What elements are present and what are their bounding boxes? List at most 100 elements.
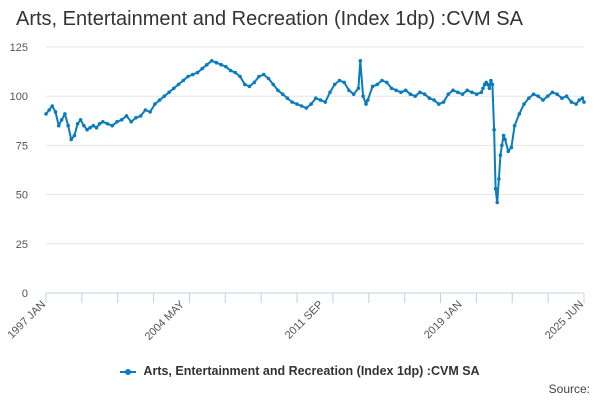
data-point[interactable] bbox=[582, 100, 586, 104]
data-point[interactable] bbox=[432, 98, 436, 102]
data-point[interactable] bbox=[427, 96, 432, 100]
data-point[interactable] bbox=[408, 92, 413, 96]
data-point[interactable] bbox=[88, 125, 92, 130]
data-point[interactable] bbox=[465, 88, 470, 93]
data-point[interactable] bbox=[233, 70, 238, 75]
data-point[interactable] bbox=[304, 106, 309, 110]
data-point[interactable] bbox=[105, 122, 110, 126]
data-point[interactable] bbox=[271, 82, 276, 87]
data-point[interactable] bbox=[85, 127, 89, 132]
data-point[interactable] bbox=[356, 86, 361, 91]
data-point[interactable] bbox=[577, 98, 582, 102]
data-point[interactable] bbox=[550, 90, 555, 95]
data-point[interactable] bbox=[47, 108, 51, 112]
data-point[interactable] bbox=[94, 125, 99, 130]
data-point[interactable] bbox=[195, 70, 200, 75]
data-point[interactable] bbox=[285, 96, 290, 100]
data-point[interactable] bbox=[219, 62, 223, 67]
data-point[interactable] bbox=[157, 98, 162, 102]
data-point[interactable] bbox=[200, 66, 204, 71]
data-point[interactable] bbox=[243, 82, 247, 87]
data-point[interactable] bbox=[266, 76, 271, 81]
data-point[interactable] bbox=[309, 102, 313, 106]
data-point[interactable] bbox=[527, 96, 531, 100]
data-point[interactable] bbox=[247, 84, 252, 89]
data-point[interactable] bbox=[238, 74, 242, 79]
data-point[interactable] bbox=[389, 86, 394, 91]
data-point[interactable] bbox=[522, 102, 526, 106]
data-point[interactable] bbox=[441, 100, 446, 104]
data-point[interactable] bbox=[314, 96, 318, 100]
data-point[interactable] bbox=[517, 112, 522, 116]
data-point[interactable] bbox=[328, 90, 332, 95]
data-point[interactable] bbox=[181, 78, 186, 83]
data-point[interactable] bbox=[351, 92, 356, 96]
data-point[interactable] bbox=[280, 92, 285, 96]
data-point[interactable] bbox=[115, 120, 119, 124]
data-point[interactable] bbox=[252, 80, 257, 85]
data-point[interactable] bbox=[261, 72, 266, 77]
data-point[interactable] bbox=[72, 133, 77, 138]
data-point[interactable] bbox=[418, 90, 422, 95]
data-point[interactable] bbox=[290, 100, 294, 104]
data-point[interactable] bbox=[495, 200, 500, 205]
data-point[interactable] bbox=[97, 122, 102, 126]
data-point[interactable] bbox=[361, 94, 365, 98]
data-point[interactable] bbox=[276, 88, 280, 93]
data-point[interactable] bbox=[446, 92, 451, 96]
data-point[interactable] bbox=[555, 92, 559, 96]
data-point[interactable] bbox=[205, 62, 209, 67]
data-point[interactable] bbox=[501, 133, 506, 138]
data-point[interactable] bbox=[162, 94, 167, 98]
data-point[interactable] bbox=[399, 90, 403, 95]
data-point[interactable] bbox=[124, 114, 129, 118]
data-point[interactable] bbox=[337, 78, 342, 83]
data-point[interactable] bbox=[413, 94, 418, 98]
data-point[interactable] bbox=[257, 74, 261, 79]
data-point[interactable] bbox=[509, 145, 514, 150]
data-point[interactable] bbox=[143, 108, 148, 112]
data-point[interactable] bbox=[460, 92, 465, 96]
data-point[interactable] bbox=[101, 120, 105, 124]
data-point[interactable] bbox=[358, 59, 363, 63]
data-point[interactable] bbox=[481, 86, 485, 91]
data-point[interactable] bbox=[487, 86, 492, 91]
data-point[interactable] bbox=[364, 102, 368, 106]
data-point[interactable] bbox=[485, 82, 490, 87]
data-point[interactable] bbox=[506, 149, 511, 154]
data-point[interactable] bbox=[167, 90, 171, 95]
legend[interactable]: Arts, Entertainment and Recreation (Inde… bbox=[0, 364, 600, 378]
data-point[interactable] bbox=[342, 80, 347, 85]
data-point[interactable] bbox=[148, 110, 152, 114]
data-point[interactable] bbox=[119, 118, 124, 122]
data-point[interactable] bbox=[370, 84, 375, 89]
data-point[interactable] bbox=[497, 177, 501, 181]
data-point[interactable] bbox=[493, 186, 498, 191]
data-point[interactable] bbox=[564, 94, 569, 98]
data-point[interactable] bbox=[437, 102, 441, 106]
data-point[interactable] bbox=[176, 82, 181, 87]
data-point[interactable] bbox=[78, 118, 83, 122]
data-point[interactable] bbox=[59, 118, 64, 122]
data-point[interactable] bbox=[75, 122, 80, 126]
data-point[interactable] bbox=[498, 153, 503, 157]
data-point[interactable] bbox=[323, 100, 328, 104]
data-point[interactable] bbox=[489, 78, 493, 83]
data-point[interactable] bbox=[228, 68, 233, 73]
data-point[interactable] bbox=[545, 94, 550, 98]
data-point[interactable] bbox=[44, 112, 48, 116]
data-point[interactable] bbox=[53, 110, 58, 114]
data-point[interactable] bbox=[451, 88, 455, 93]
data-point[interactable] bbox=[347, 88, 351, 93]
data-point[interactable] bbox=[490, 82, 495, 87]
data-point[interactable] bbox=[186, 74, 190, 79]
data-point[interactable] bbox=[318, 98, 323, 102]
data-point[interactable] bbox=[190, 72, 195, 77]
data-point[interactable] bbox=[580, 96, 585, 100]
data-point[interactable] bbox=[332, 82, 337, 87]
data-point[interactable] bbox=[500, 143, 504, 148]
series-line[interactable] bbox=[45, 59, 585, 204]
data-point[interactable] bbox=[403, 88, 408, 93]
data-point[interactable] bbox=[129, 120, 133, 124]
data-point[interactable] bbox=[385, 80, 389, 85]
